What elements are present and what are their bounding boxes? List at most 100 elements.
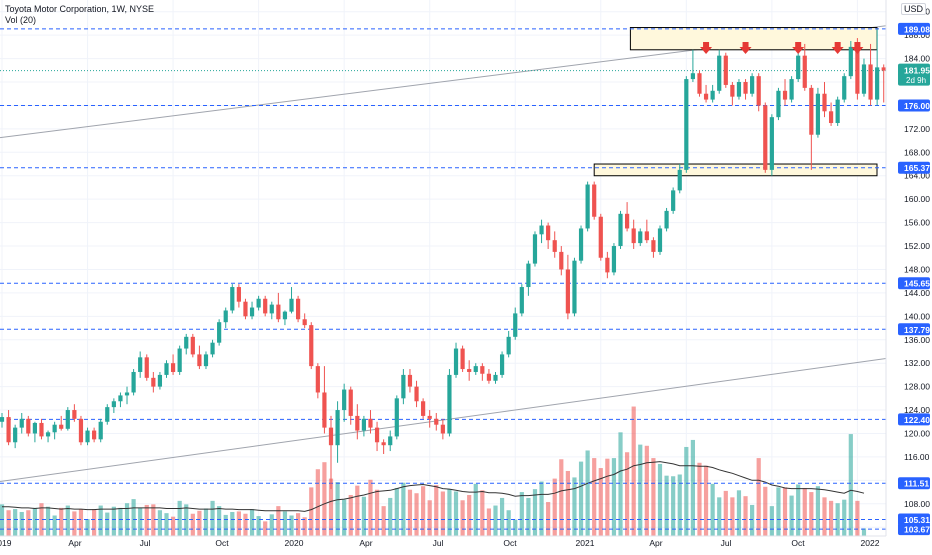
candle bbox=[519, 284, 524, 317]
candle-body bbox=[828, 111, 834, 124]
candle-body bbox=[552, 240, 557, 252]
candle-body bbox=[618, 213, 623, 247]
time-tick-label: Oct bbox=[791, 538, 805, 548]
volume-bar bbox=[302, 517, 307, 536]
candle bbox=[572, 257, 577, 317]
volume-bar bbox=[309, 487, 314, 536]
candle bbox=[355, 404, 360, 440]
candle bbox=[868, 43, 873, 106]
candle bbox=[552, 231, 557, 258]
volume-bar bbox=[618, 432, 623, 536]
candle bbox=[730, 82, 735, 106]
price-tick-label: 128.00 bbox=[904, 382, 930, 392]
candle-body bbox=[861, 64, 867, 94]
candle bbox=[217, 319, 222, 346]
volume-bar bbox=[368, 479, 373, 536]
candle-body bbox=[750, 76, 755, 94]
candle-body bbox=[598, 216, 603, 258]
candle-body bbox=[513, 313, 518, 337]
time-tick-label: 2020 bbox=[285, 538, 304, 548]
down-arrow-icon bbox=[739, 42, 752, 54]
candle-body bbox=[105, 407, 110, 422]
candle bbox=[473, 363, 478, 375]
volume-bar bbox=[585, 450, 590, 536]
price-tick-label: 172.00 bbox=[904, 124, 930, 134]
volume-bar bbox=[493, 505, 498, 536]
volume-bar bbox=[473, 483, 478, 536]
volume-bar bbox=[32, 507, 37, 536]
volume-bar bbox=[499, 497, 505, 536]
level-label-bg bbox=[898, 22, 930, 35]
candle-body bbox=[236, 287, 241, 302]
candle bbox=[703, 84, 709, 103]
volume-bar bbox=[671, 476, 676, 536]
candle bbox=[605, 251, 610, 279]
volume-bar bbox=[684, 446, 689, 536]
price-tick-label: 156.00 bbox=[904, 218, 930, 228]
level-label-bg bbox=[898, 323, 930, 336]
volume-bar bbox=[434, 485, 439, 536]
volume-bar bbox=[78, 509, 84, 536]
candle-body bbox=[684, 79, 689, 170]
candle bbox=[124, 386, 130, 405]
volume-bar bbox=[809, 492, 814, 536]
candle-body bbox=[309, 325, 314, 367]
candle bbox=[578, 225, 584, 264]
price-tick-label: 184.00 bbox=[904, 54, 930, 64]
candle-body bbox=[170, 363, 176, 372]
volume-bar bbox=[546, 502, 551, 536]
time-tick-label: 2019 bbox=[0, 538, 12, 548]
candle bbox=[394, 395, 399, 440]
candle-body bbox=[611, 246, 617, 273]
candle bbox=[499, 351, 505, 378]
candle bbox=[434, 412, 439, 431]
candle bbox=[170, 354, 176, 375]
trend-channel bbox=[0, 25, 887, 483]
candle bbox=[598, 213, 603, 261]
candle-body bbox=[223, 310, 228, 323]
volume-bar bbox=[677, 474, 682, 536]
candle bbox=[789, 76, 794, 103]
time-tick-label: Apr bbox=[649, 538, 662, 548]
candle bbox=[13, 424, 18, 449]
candle bbox=[52, 421, 57, 440]
candle-body bbox=[605, 257, 610, 273]
volume-bar bbox=[256, 516, 261, 536]
candle bbox=[447, 369, 452, 437]
level-label: 137.79 bbox=[904, 325, 930, 335]
candle bbox=[335, 401, 340, 463]
candle-body bbox=[809, 87, 814, 135]
level-label-bg bbox=[898, 413, 930, 426]
candle-body bbox=[664, 210, 669, 229]
volume-bar bbox=[427, 500, 432, 536]
candle bbox=[381, 439, 386, 454]
candle-body bbox=[782, 90, 788, 100]
volume-bar bbox=[717, 497, 722, 536]
candle-body bbox=[480, 366, 485, 374]
candle bbox=[32, 421, 37, 443]
candle bbox=[559, 246, 564, 276]
down-arrow-icon bbox=[831, 42, 844, 54]
candle bbox=[85, 427, 90, 446]
time-tick-label: Oct bbox=[503, 538, 517, 548]
candle-body bbox=[131, 371, 136, 393]
volume-bar bbox=[296, 513, 301, 536]
candle-body bbox=[592, 184, 597, 217]
volume-bar bbox=[157, 510, 163, 536]
volume-bar bbox=[651, 458, 656, 536]
candle-body bbox=[697, 73, 702, 94]
resistance-arrows bbox=[700, 42, 864, 54]
candle-body bbox=[26, 418, 31, 434]
candle-body bbox=[19, 418, 24, 428]
volume-bar bbox=[453, 491, 459, 536]
level-label-bg bbox=[898, 523, 930, 536]
volume-bar bbox=[559, 459, 564, 536]
volume-bar bbox=[52, 515, 57, 536]
volume-bar bbox=[164, 513, 169, 536]
candle bbox=[532, 231, 538, 267]
candle-body bbox=[717, 55, 722, 91]
volume-bar bbox=[348, 494, 353, 536]
candle-body bbox=[407, 374, 413, 387]
